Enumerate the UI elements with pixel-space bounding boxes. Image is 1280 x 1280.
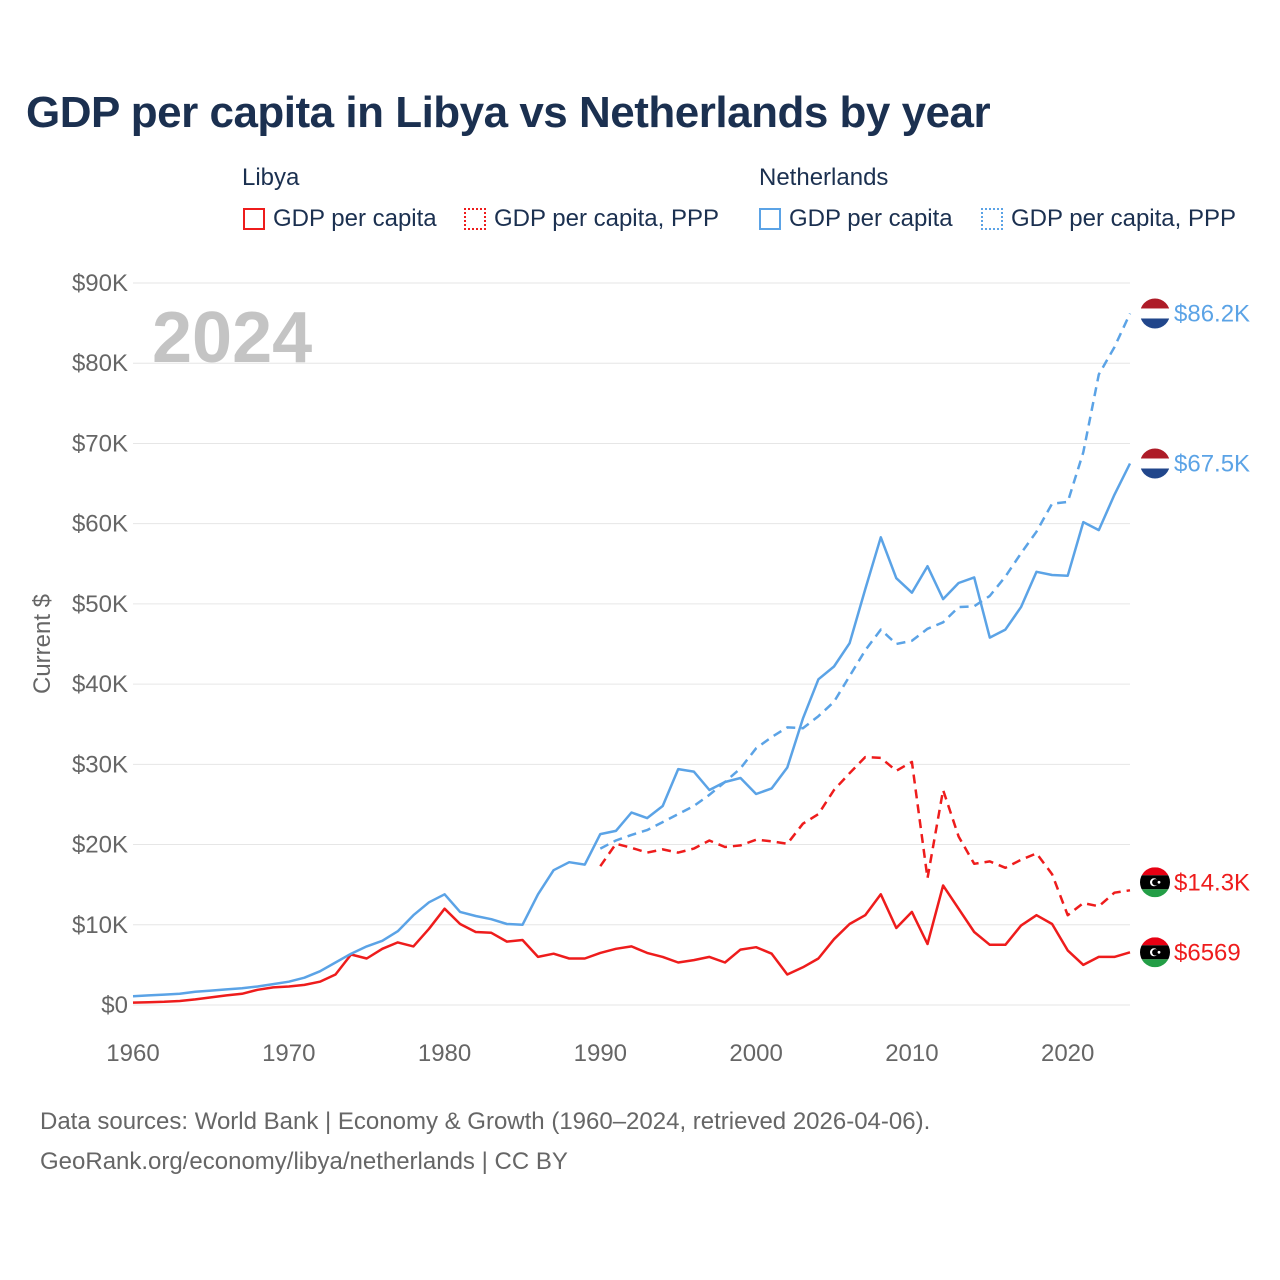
- source-line-1: Data sources: World Bank | Economy & Gro…: [40, 1108, 931, 1135]
- legend-netherlands-title: Netherlands: [759, 164, 889, 191]
- end-label-netherlands-gdp: $67.5K: [1174, 451, 1250, 478]
- legend-libya-gdp[interactable]: GDP per capita: [243, 204, 437, 234]
- flag-libya-gdp: [1140, 937, 1170, 968]
- flag-netherlands-gdp: [1140, 448, 1170, 479]
- series-layer: [132, 312, 1132, 1004]
- legend-libya-ppp[interactable]: GDP per capita, PPP: [464, 204, 719, 234]
- series-line-netherlands-ppp: [599, 312, 1132, 850]
- legend-swatch-netherlands-ppp: [981, 208, 1003, 230]
- end-label-libya-ppp: $14.3K: [1174, 869, 1250, 896]
- grid-layer: [133, 282, 1130, 1006]
- y-tick-label: $10K: [72, 912, 128, 939]
- y-tick-label: $60K: [72, 511, 128, 538]
- x-tick-label: 1970: [262, 1040, 315, 1067]
- x-tick-label: 1980: [418, 1040, 471, 1067]
- chart-title: GDP per capita in Libya vs Netherlands b…: [26, 88, 991, 137]
- y-tick-label: $90K: [72, 270, 128, 297]
- y-tick-label: $40K: [72, 671, 128, 698]
- x-tick-label: 1990: [574, 1040, 627, 1067]
- axis-layer: $0 $10K $20K $30K $40K $50K $60K $70K $80K $90K 19…: [72, 270, 1094, 1067]
- legend-label-netherlands-ppp: GDP per capita, PPP: [1011, 205, 1236, 232]
- x-tick-label: 1960: [106, 1040, 159, 1067]
- flag-libya-ppp: [1140, 867, 1170, 898]
- series-line-netherlands-gdp: [132, 462, 1132, 998]
- year-watermark: 2024: [152, 298, 312, 378]
- x-tick-label: 2020: [1041, 1040, 1094, 1067]
- legend-swatch-netherlands-gdp: [759, 208, 781, 230]
- series-line-libya-ppp: [599, 755, 1131, 917]
- y-tick-label: $30K: [72, 751, 128, 778]
- end-label-libya-gdp: $6569: [1174, 939, 1241, 966]
- legend-netherlands-gdp[interactable]: GDP per capita: [759, 204, 953, 234]
- legend-label-libya-ppp: GDP per capita, PPP: [494, 205, 719, 232]
- flag-netherlands-ppp: [1140, 298, 1170, 329]
- y-tick-label: $70K: [72, 430, 128, 457]
- end-label-layer: $67.5K $86.2K $6569 $14.3K: [1140, 298, 1250, 968]
- legend-label-netherlands-gdp: GDP per capita: [789, 205, 953, 232]
- source-line-2: GeoRank.org/economy/libya/netherlands | …: [40, 1148, 568, 1175]
- y-tick-label: $80K: [72, 350, 128, 377]
- legend-label-libya-gdp: GDP per capita: [273, 205, 437, 232]
- end-label-netherlands-ppp: $86.2K: [1174, 300, 1250, 327]
- series-line-libya-gdp: [132, 884, 1131, 1004]
- x-tick-label: 2010: [885, 1040, 938, 1067]
- legend-libya-title: Libya: [242, 164, 300, 191]
- legend-swatch-libya-ppp: [464, 208, 486, 230]
- y-tick-label: $50K: [72, 591, 128, 618]
- gdp-line-chart: $0 $10K $20K $30K $40K $50K $60K $70K $80K $90K 19…: [29, 270, 1250, 1067]
- legend-swatch-libya-gdp: [243, 208, 265, 230]
- legend-netherlands-ppp[interactable]: GDP per capita, PPP: [981, 204, 1236, 234]
- y-tick-label: $0: [101, 992, 128, 1019]
- x-tick-label: 2000: [729, 1040, 782, 1067]
- y-tick-label: $20K: [72, 832, 128, 859]
- y-axis-label: Current $: [29, 594, 56, 694]
